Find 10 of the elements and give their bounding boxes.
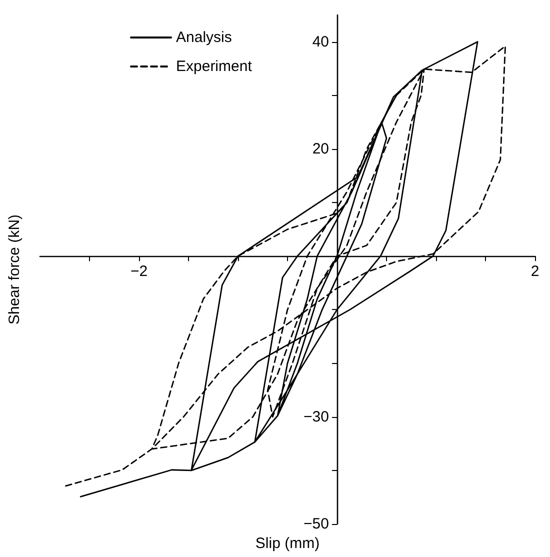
x-tick-label: −2 [130, 263, 148, 280]
x-axis-title: Slip (mm) [255, 535, 320, 552]
y-tick-label: −30 [304, 408, 329, 426]
y-axis-title: Shear force (kN) [6, 214, 23, 325]
legend-label: Analysis [176, 29, 232, 46]
y-tick-label: −50 [304, 516, 329, 532]
legend-label: Experiment [176, 58, 253, 75]
y-tick-label: 20 [312, 140, 329, 158]
x-tick-label: 2 [530, 263, 540, 280]
y-tick-label: 40 [312, 33, 329, 50]
